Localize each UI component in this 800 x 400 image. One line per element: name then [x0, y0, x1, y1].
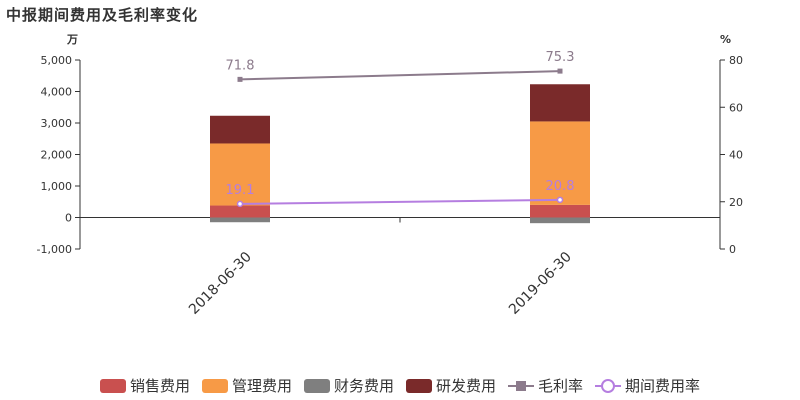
right-axis-unit: %	[720, 33, 731, 46]
legend-label: 毛利率	[538, 377, 584, 395]
category-label: 2019-06-30	[506, 249, 575, 318]
bar-segment	[210, 143, 270, 206]
left-axis-unit: 万	[66, 33, 78, 46]
left-tick-label: -1,000	[37, 243, 72, 256]
bar-segment	[210, 217, 270, 223]
chart-title: 中报期间费用及毛利率变化	[6, 6, 199, 24]
bar-segment	[210, 205, 270, 218]
right-tick-label: 0	[729, 243, 736, 256]
legend-item: 期间费用率	[595, 375, 700, 396]
right-tick-label: 80	[729, 54, 743, 67]
data-label: 19.1	[226, 183, 255, 198]
legend-swatch	[99, 378, 126, 393]
series-point	[556, 196, 564, 204]
bar-segment	[530, 121, 590, 205]
series-point	[557, 68, 563, 74]
legend-swatch	[201, 378, 228, 393]
bar-segment	[210, 115, 270, 144]
left-tick-label: 5,000	[41, 54, 73, 67]
legend-label: 研发费用	[436, 377, 497, 395]
category-label: 2018-06-30	[186, 249, 255, 318]
legend-item: 财务费用	[303, 375, 394, 396]
legend: 销售费用 管理费用 财务费用 研发费用 毛利率 期间费用率	[0, 375, 800, 397]
legend-label: 销售费用	[129, 377, 190, 395]
bar-segment	[530, 217, 590, 224]
legend-item: 销售费用	[99, 375, 190, 396]
legend-line-swatch	[508, 379, 535, 393]
legend-swatch	[406, 378, 432, 393]
left-tick-label: 2,000	[41, 149, 73, 162]
left-tick-label: 1,000	[41, 180, 73, 193]
series-line	[239, 198, 561, 205]
legend-label: 期间费用率	[625, 377, 701, 395]
bar-segment	[530, 204, 590, 218]
legend-item: 毛利率	[508, 375, 583, 396]
data-label: 20.8	[546, 179, 575, 194]
data-label: 71.8	[226, 58, 255, 73]
series-line	[239, 70, 561, 81]
legend-label: 管理费用	[231, 377, 292, 395]
series-point	[237, 76, 243, 82]
data-label: 75.3	[546, 50, 575, 65]
left-tick-label: 4,000	[41, 86, 73, 99]
right-tick-label: 60	[729, 101, 743, 114]
bar-segment	[530, 84, 590, 122]
series-point	[236, 200, 244, 208]
legend-line-swatch	[595, 378, 622, 393]
legend-item: 管理费用	[201, 375, 292, 396]
left-tick-label: 3,000	[41, 117, 73, 130]
legend-label: 财务费用	[333, 377, 394, 395]
right-tick-label: 20	[729, 196, 743, 209]
right-tick-label: 40	[729, 149, 743, 162]
legend-item: 研发费用	[406, 375, 496, 396]
left-tick-label: 0	[65, 212, 72, 225]
legend-swatch	[303, 378, 330, 393]
